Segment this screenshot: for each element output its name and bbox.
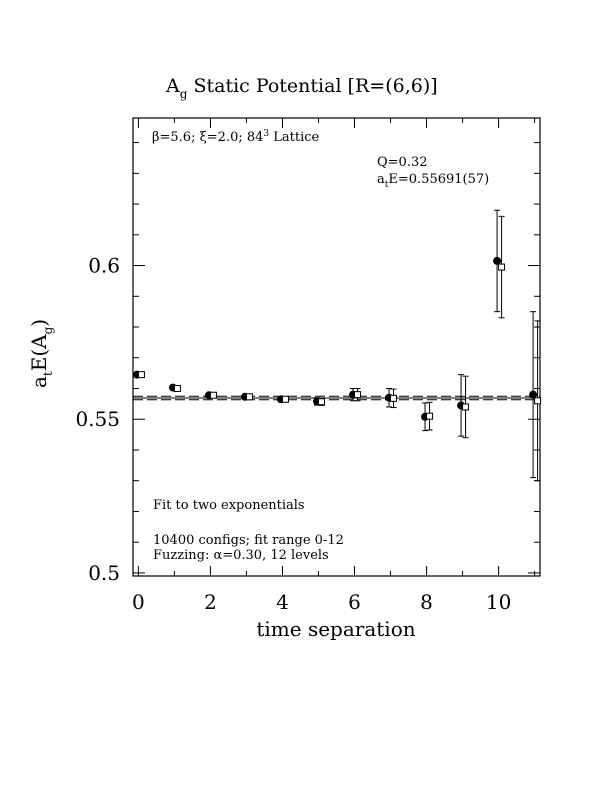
- data-points: [132, 209, 542, 482]
- title-subscript: g: [180, 87, 188, 101]
- data-point-square: [209, 391, 217, 399]
- fit-method-note: Fit to two exponentials: [153, 498, 305, 513]
- x-tick-label: 8: [420, 590, 433, 614]
- data-point-square: [462, 403, 470, 411]
- fit-q-value: Q=0.32: [377, 155, 428, 170]
- data-point-square: [281, 395, 289, 403]
- x-tick-label: 2: [204, 590, 217, 614]
- data-point-square: [245, 393, 253, 401]
- configs-note: 10400 configs; fit range 0-12: [153, 533, 344, 548]
- y-tick-label: 0.5: [88, 561, 120, 585]
- data-point-square: [426, 412, 434, 420]
- fit-energy-value: atE=0.55691(57): [377, 172, 489, 190]
- x-tick-label: 6: [348, 590, 361, 614]
- data-point-square: [317, 398, 325, 406]
- data-point-square: [173, 384, 181, 392]
- data-point-square: [534, 397, 542, 405]
- x-tick-label: 10: [486, 590, 511, 614]
- fuzzing-note: Fuzzing: α=0.30, 12 levels: [153, 548, 329, 563]
- plot-frame: [132, 117, 541, 577]
- data-point-square: [137, 371, 145, 379]
- data-point-circle: [493, 256, 502, 265]
- fit-band: [133, 395, 540, 401]
- chart-title: Ag Static Potential [R=(6,6)]: [165, 75, 438, 101]
- y-tick-label: 0.55: [75, 407, 120, 431]
- lattice-note: β=5.6; ξ=2.0; 843 Lattice: [152, 129, 320, 145]
- y-tick-label: 0.6: [88, 254, 120, 278]
- data-point-square: [390, 394, 398, 402]
- y-axis-label: atE(Ag): [27, 319, 55, 388]
- axis-ticks: [133, 118, 540, 576]
- data-point-square: [498, 263, 506, 271]
- data-point-circle: [529, 390, 538, 399]
- x-axis-label: time separation: [256, 617, 415, 641]
- tick-labels: 0 2 4 6 8 10 0.5 0.55 0.6: [75, 254, 511, 614]
- x-tick-label: 0: [132, 590, 145, 614]
- x-tick-label: 4: [276, 590, 289, 614]
- data-point-square: [354, 391, 362, 399]
